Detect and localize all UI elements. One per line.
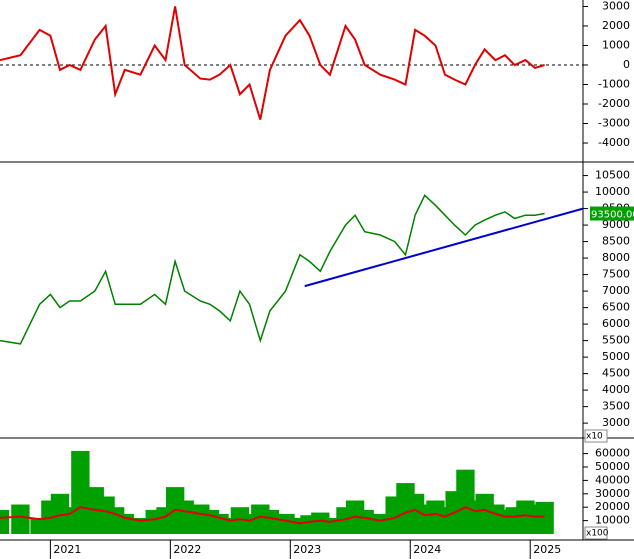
line-series	[0, 506, 545, 525]
y-tick-label: 9000	[602, 218, 630, 231]
volume-bar	[71, 450, 90, 534]
y-tick-label: 7000	[602, 284, 630, 297]
line-series	[0, 194, 545, 345]
line-series	[0, 6, 545, 120]
multiplier-box	[584, 526, 608, 540]
volume-bar	[355, 509, 374, 534]
volume-bar	[0, 509, 10, 534]
y-tick-label: 5500	[602, 334, 630, 347]
volume-bar	[175, 500, 194, 534]
volume-bar	[535, 501, 554, 534]
y-tick-label: -2000	[598, 97, 630, 110]
y-tick-label: 8500	[602, 235, 630, 248]
y-tick-label: 4500	[602, 367, 630, 380]
volume-bar	[131, 517, 150, 534]
price-tag-box	[590, 206, 634, 221]
y-tick-label: -1000	[598, 77, 630, 90]
y-tick-label: 3000	[602, 416, 630, 429]
multiplier-label: x10	[586, 432, 603, 442]
y-tick-label: 40000	[595, 473, 630, 486]
y-tick-label: 6500	[602, 301, 630, 314]
multiplier-label: x100	[586, 529, 609, 539]
y-tick-label: 50000	[595, 460, 630, 473]
volume-bar	[11, 504, 30, 534]
y-tick-label: 7500	[602, 268, 630, 281]
x-tick-label: 2024	[413, 543, 441, 556]
y-tick-label: 8000	[602, 251, 630, 264]
y-tick-label: 30000	[595, 487, 630, 500]
line-series	[304, 207, 584, 288]
y-tick-label: 1000	[602, 38, 630, 51]
x-tick-label: 2023	[293, 543, 321, 556]
y-tick-label: 5000	[602, 350, 630, 363]
y-tick-label: 2000	[602, 19, 630, 32]
price-tag: 93500.00	[591, 210, 634, 221]
y-tick-label: -4000	[598, 136, 630, 149]
y-tick-label: 10000	[595, 185, 630, 198]
y-tick-label: 60000	[595, 447, 630, 460]
y-tick-label: 10000	[595, 514, 630, 527]
y-tick-label: 20000	[595, 500, 630, 513]
y-tick-label: -3000	[598, 117, 630, 130]
volume-bar	[260, 509, 280, 534]
multiplier-box	[584, 429, 608, 443]
y-tick-label: 4000	[602, 383, 630, 396]
y-tick-label: 10500	[595, 169, 630, 182]
x-tick-label: 2021	[53, 543, 81, 556]
y-tick-label: 0	[623, 58, 630, 71]
y-tick-label: 3500	[602, 400, 630, 413]
y-tick-label: 3000	[602, 0, 630, 12]
y-tick-label: 6000	[602, 317, 630, 330]
x-tick-label: 2022	[173, 543, 201, 556]
x-tick-label: 2025	[533, 543, 561, 556]
